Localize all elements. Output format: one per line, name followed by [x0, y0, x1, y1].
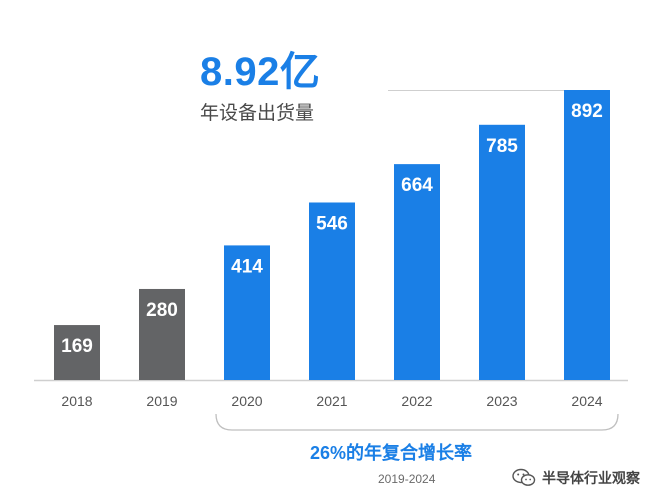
headline-value: 8.92亿	[200, 50, 321, 94]
watermark-text: 半导体行业观察	[542, 470, 640, 486]
tick-label-2023: 2023	[486, 393, 517, 409]
data-label-2018: 169	[61, 336, 93, 357]
cagr-bracket	[215, 413, 619, 431]
wechat-icon	[512, 468, 536, 486]
data-label-2020: 414	[231, 256, 263, 277]
headline-subtitle: 年设备出货量	[200, 103, 315, 124]
data-label-2021: 546	[316, 213, 348, 234]
bar-2020	[224, 245, 270, 380]
tick-label-2021: 2021	[316, 393, 347, 409]
data-label-2023: 785	[486, 136, 518, 157]
tick-label-2020: 2020	[231, 393, 262, 409]
bar-2023	[479, 124, 525, 381]
cagr-range: 2019-2024	[378, 472, 436, 486]
tick-label-2018: 2018	[61, 393, 92, 409]
bar-2019	[139, 288, 185, 380]
cagr-label: 26%的年复合增长率	[310, 443, 473, 463]
data-label-2022: 664	[401, 175, 433, 196]
watermark: 半导体行业观察	[512, 468, 640, 488]
tick-label-2019: 2019	[146, 393, 177, 409]
data-label-2019: 280	[146, 300, 178, 321]
bar-2018	[54, 325, 100, 380]
tick-label-2022: 2022	[401, 393, 432, 409]
tick-label-2024: 2024	[571, 393, 602, 409]
bar-2022	[394, 164, 440, 380]
bar-2024	[564, 90, 610, 380]
data-label-2024: 892	[571, 101, 603, 122]
bar-2021	[309, 202, 355, 380]
